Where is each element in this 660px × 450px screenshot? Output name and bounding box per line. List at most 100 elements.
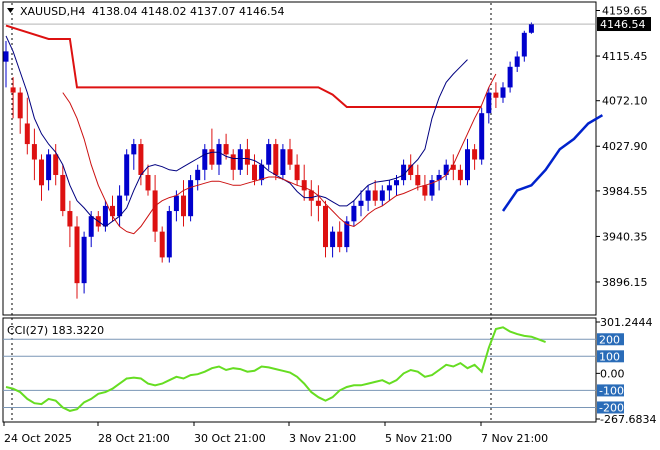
candle-body — [138, 144, 144, 175]
candle-body — [401, 164, 407, 181]
time-tick-label: 7 Nov 21:00 — [481, 432, 548, 445]
time-tick-label: 30 Oct 21:00 — [194, 432, 266, 445]
candle-body — [365, 190, 371, 201]
candle-body — [408, 164, 414, 175]
candle-body — [280, 149, 286, 175]
cci-series[interactable] — [5, 326, 546, 412]
candle-body — [124, 154, 130, 196]
candle-body — [81, 236, 87, 284]
candle-body — [216, 144, 222, 165]
cci-indicator-label: CCI(27) 183.3220 — [7, 324, 104, 337]
candle-body — [266, 144, 272, 165]
ohlc-readout: 4138.04 4148.02 4137.07 4146.54 — [92, 5, 284, 18]
candle-body — [315, 200, 321, 206]
moving-average-series[interactable] — [5, 35, 604, 235]
candle-body — [330, 231, 336, 248]
candle-body — [152, 190, 158, 232]
candle-body — [351, 205, 357, 222]
collapse-triangle-icon[interactable] — [7, 8, 14, 13]
cci-panel-frame[interactable] — [2, 317, 597, 423]
candle-body — [379, 190, 385, 201]
candle-body — [479, 113, 485, 160]
ma-fast-line — [5, 35, 468, 228]
price-tick-label: 4159.65 — [602, 5, 648, 18]
candle-body — [486, 92, 492, 114]
candle-body — [88, 216, 94, 237]
candle-body — [60, 174, 66, 212]
cci-tick-label: 0.00 — [600, 367, 625, 380]
candle-body — [528, 24, 534, 33]
candle-body — [10, 87, 16, 93]
cci-level-tag — [597, 384, 624, 397]
candle-body — [3, 51, 9, 62]
candle-body — [450, 164, 456, 170]
candle-body — [429, 180, 435, 196]
candle-body — [287, 149, 293, 165]
stop-line — [5, 24, 482, 108]
candle-body — [507, 66, 513, 88]
main-chart-frame[interactable] — [2, 1, 597, 316]
candle-body — [308, 190, 314, 201]
cci-line — [5, 326, 546, 412]
candle-body — [131, 144, 137, 155]
symbol-label: XAUUSD,H4 — [20, 5, 85, 18]
candle-body — [244, 149, 250, 165]
candle-body — [443, 164, 449, 175]
candle-body — [102, 205, 108, 227]
cci-level-tag — [597, 333, 624, 346]
ma-slow-line — [62, 73, 497, 235]
price-axis: 4159.65 4115.45 4072.10 4027.90 3984.55 3940.… — [3, 5, 651, 289]
candle-body — [24, 123, 30, 145]
cci-level-label: -100 — [599, 384, 624, 397]
candle-body — [117, 195, 123, 217]
price-tick-label: 3940.35 — [602, 230, 648, 243]
candle-body — [31, 144, 37, 160]
candle-body — [237, 149, 243, 170]
candle-body — [457, 169, 463, 181]
price-tick-label: 4027.90 — [602, 140, 648, 153]
candle-body — [53, 154, 59, 175]
candle-body — [188, 180, 194, 217]
symbol-header: XAUUSD,H4 4138.04 4148.02 4137.07 4146.5… — [7, 5, 284, 18]
candle-body — [252, 164, 257, 181]
cci-axis: 200 100 -100 -200 301.2444 0.00 -267.6834 — [596, 316, 656, 426]
candle-body — [223, 144, 229, 155]
price-tick-label: 3984.55 — [602, 185, 648, 198]
candle-body — [394, 180, 399, 186]
cci-level-label: -200 — [599, 401, 624, 414]
period-separators — [11, 3, 492, 421]
candle-body — [166, 211, 172, 258]
candle-body — [209, 149, 215, 165]
current-price-tag — [597, 17, 651, 32]
candlestick-series[interactable] — [3, 22, 534, 299]
time-tick-label: 24 Oct 2025 — [4, 432, 72, 445]
candle-body — [472, 149, 478, 160]
candle-body — [422, 185, 428, 196]
candle-body — [415, 174, 421, 186]
candle-body — [301, 180, 307, 191]
candle-body — [181, 195, 186, 217]
current-price-label: 4146.54 — [600, 18, 646, 31]
candle-body — [17, 92, 23, 119]
time-tick-label: 5 Nov 21:00 — [385, 432, 452, 445]
stop-line-series[interactable] — [5, 24, 482, 108]
cci-level-label: 200 — [599, 333, 620, 346]
candle-body — [202, 149, 208, 170]
candle-body — [39, 159, 44, 186]
candle-body — [500, 87, 506, 98]
cci-tick-label: -267.6834 — [600, 413, 656, 426]
candle-body — [465, 149, 470, 181]
candle-body — [110, 205, 115, 217]
candle-body — [323, 205, 328, 248]
price-tick-label: 4072.10 — [602, 95, 648, 108]
candle-body — [372, 190, 378, 201]
ma-trend-line — [501, 114, 604, 212]
candle-body — [344, 221, 350, 248]
price-tick-label: 3896.15 — [602, 276, 648, 289]
candle-body — [514, 56, 520, 67]
time-tick-label: 3 Nov 21:00 — [289, 432, 356, 445]
candle-body — [195, 169, 201, 181]
candle-body — [67, 211, 73, 227]
candle-body — [386, 185, 392, 191]
